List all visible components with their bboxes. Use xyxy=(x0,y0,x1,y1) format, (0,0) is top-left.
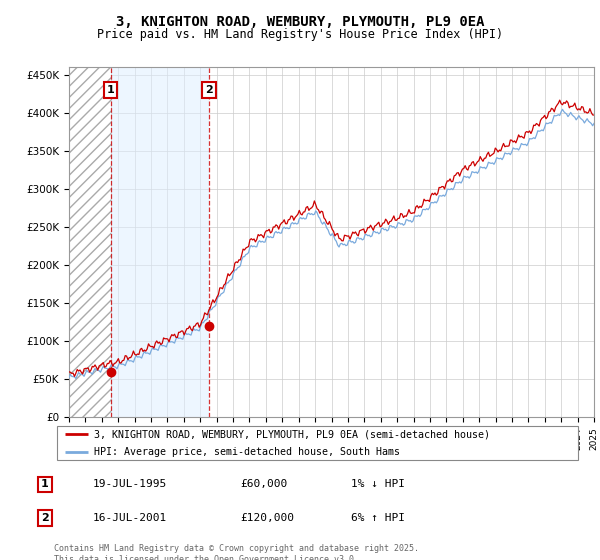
Text: Contains HM Land Registry data © Crown copyright and database right 2025.
This d: Contains HM Land Registry data © Crown c… xyxy=(54,544,419,560)
FancyBboxPatch shape xyxy=(56,426,578,460)
Text: £60,000: £60,000 xyxy=(240,479,287,489)
Text: 2: 2 xyxy=(41,513,49,523)
Text: 3, KNIGHTON ROAD, WEMBURY, PLYMOUTH, PL9 0EA (semi-detached house): 3, KNIGHTON ROAD, WEMBURY, PLYMOUTH, PL9… xyxy=(94,429,490,439)
Text: 19-JUL-1995: 19-JUL-1995 xyxy=(93,479,167,489)
Text: Price paid vs. HM Land Registry's House Price Index (HPI): Price paid vs. HM Land Registry's House … xyxy=(97,28,503,41)
Text: 2: 2 xyxy=(205,85,213,95)
Text: 1% ↓ HPI: 1% ↓ HPI xyxy=(351,479,405,489)
Bar xyxy=(69,67,110,417)
Text: 16-JUL-2001: 16-JUL-2001 xyxy=(93,513,167,523)
Text: 1: 1 xyxy=(41,479,49,489)
Text: 1: 1 xyxy=(107,85,115,95)
Text: 6% ↑ HPI: 6% ↑ HPI xyxy=(351,513,405,523)
Text: £120,000: £120,000 xyxy=(240,513,294,523)
Text: HPI: Average price, semi-detached house, South Hams: HPI: Average price, semi-detached house,… xyxy=(94,447,400,458)
Text: 3, KNIGHTON ROAD, WEMBURY, PLYMOUTH, PL9 0EA: 3, KNIGHTON ROAD, WEMBURY, PLYMOUTH, PL9… xyxy=(116,15,484,29)
Bar xyxy=(110,67,209,417)
